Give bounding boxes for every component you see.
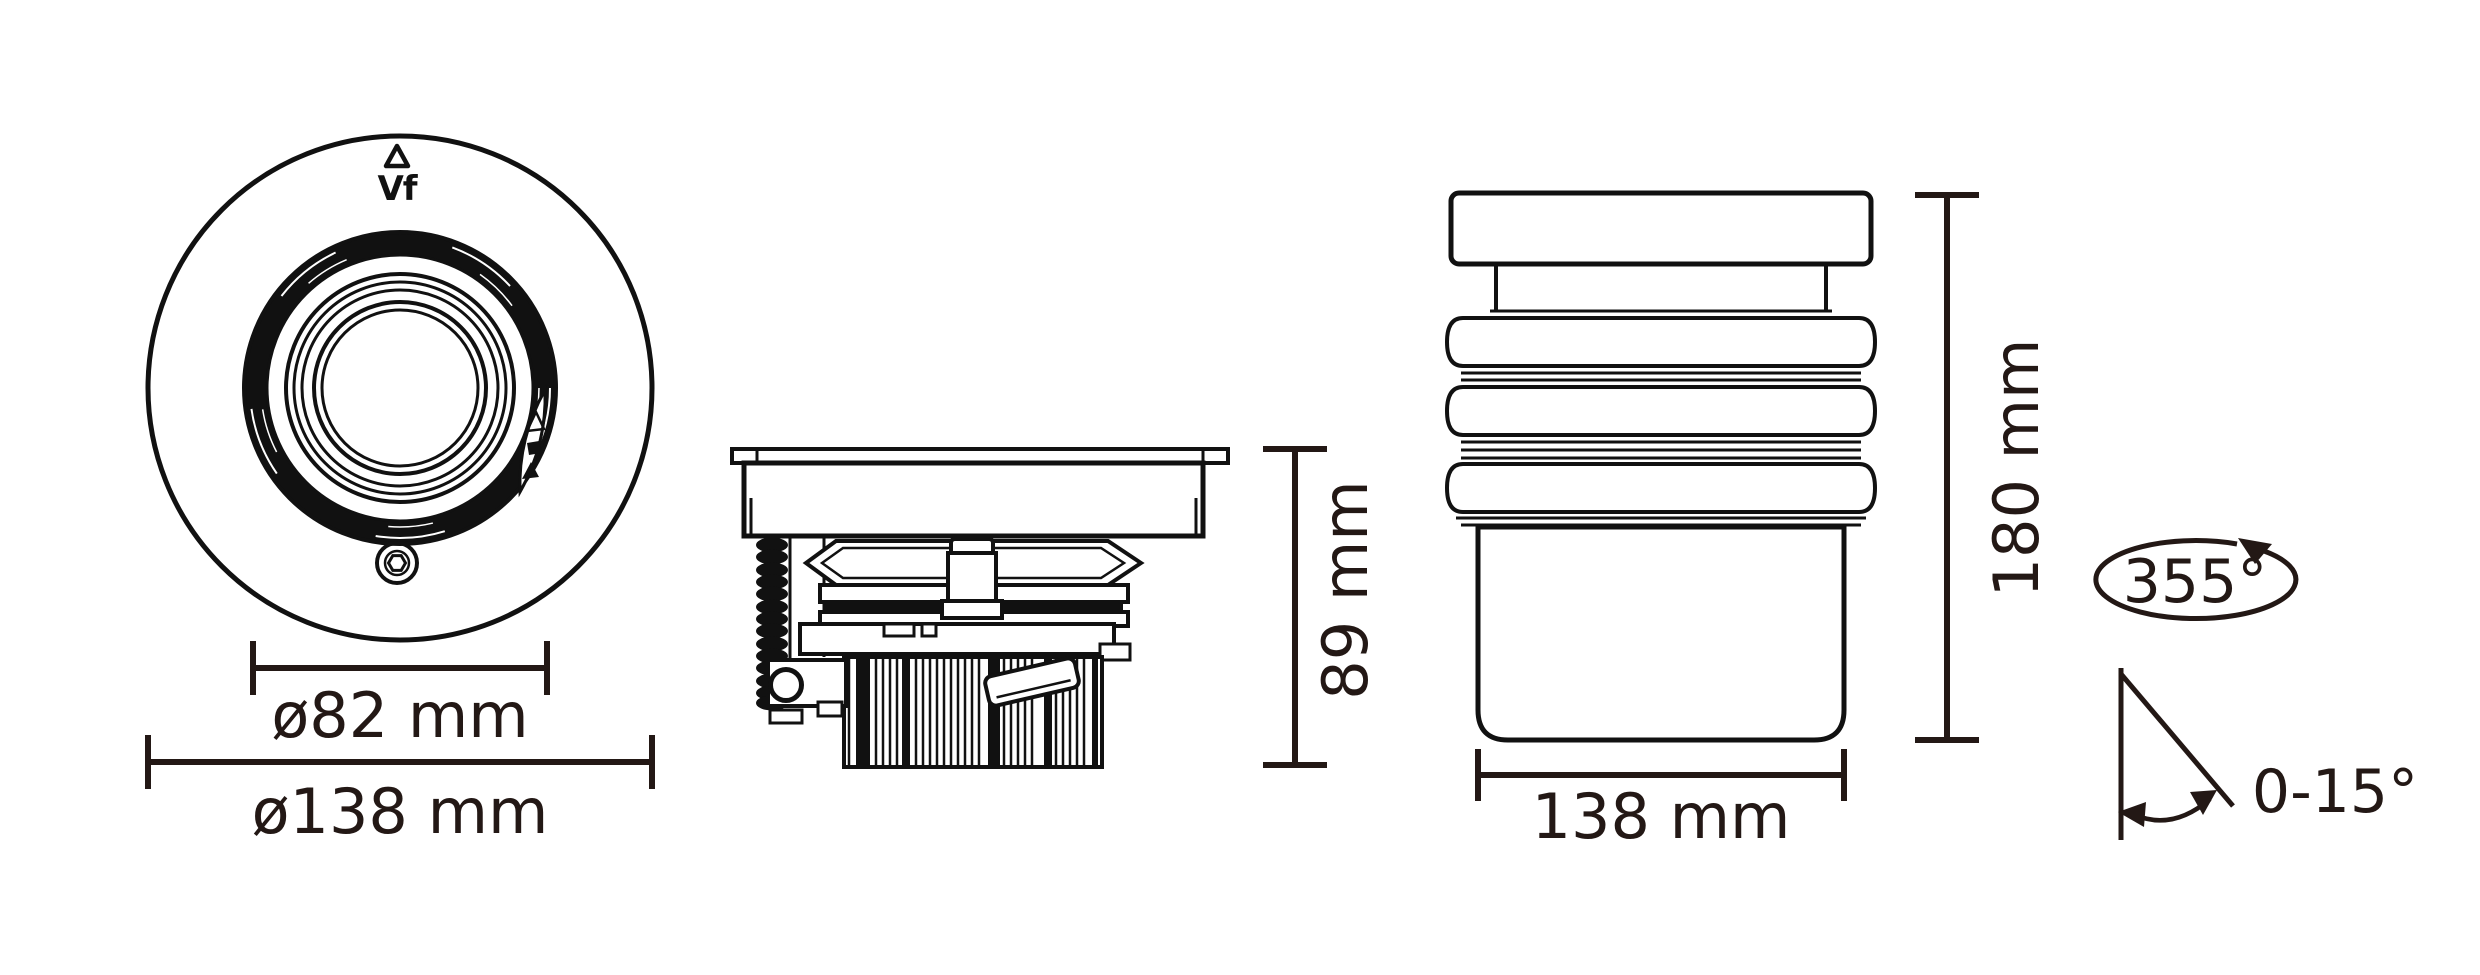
inner-diameter-label: ø82 mm (271, 679, 528, 752)
hex-screw-icon (375, 541, 419, 585)
side-view-dimensions (1475, 192, 1979, 801)
dim-outer-diameter (145, 735, 655, 789)
housing-body (1475, 524, 1847, 743)
front-view-dimensions (145, 641, 655, 789)
outer-diameter-label: ø138 mm (252, 775, 549, 848)
bezel-ring-band (244, 232, 556, 544)
connector-block (766, 658, 848, 725)
dim-body-height (1915, 192, 1979, 743)
section-view (730, 447, 1230, 769)
section-view-dimension (1263, 446, 1327, 768)
clamp-bracket (940, 537, 1004, 620)
housing-neck (1490, 264, 1832, 313)
brand-logo: Vf (377, 169, 418, 209)
dim-body-width (1475, 749, 1847, 801)
tilt-adjuster-barrel (983, 656, 1081, 708)
rotation-angle-label: 355° (2123, 547, 2268, 617)
side-view (1444, 190, 1878, 743)
heatsink-fins (842, 655, 1104, 769)
alignment-triangle-icon (383, 143, 411, 169)
trim-body (741, 460, 1206, 539)
recess-height-label: 89 mm (1309, 480, 1382, 699)
rotation-indicator-icon (2093, 538, 2299, 622)
housing-ribs (1444, 316, 1878, 527)
dim-inner-diameter (250, 641, 550, 695)
body-height-label: 180 mm (1980, 339, 2053, 598)
body-width-label: 138 mm (1532, 780, 1791, 853)
tilt-angle-label: 0-15° (2252, 757, 2418, 827)
outer-trim-circle (145, 133, 655, 643)
front-view (145, 133, 655, 643)
cable-gland (768, 667, 804, 703)
housing-flange (1448, 190, 1874, 267)
tilt-indicator-icon (2118, 668, 2235, 840)
bezel-adjustment-marks (518, 384, 547, 498)
lens-ring (312, 300, 488, 476)
